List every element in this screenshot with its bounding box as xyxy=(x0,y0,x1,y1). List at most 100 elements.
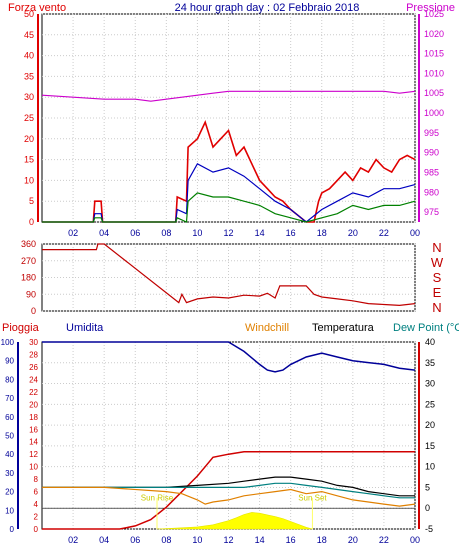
rain-tick-label: 18 xyxy=(29,413,38,422)
humidity-tick-label: 60 xyxy=(5,413,14,422)
x-tick-label: 10 xyxy=(192,535,202,545)
rain-tick-label: 26 xyxy=(29,363,38,372)
direction-letter: N xyxy=(432,300,441,315)
x-tick-label: 20 xyxy=(348,535,358,545)
humidity-tick-label: 80 xyxy=(5,375,14,384)
pressure-tick-label: 985 xyxy=(424,167,439,177)
temp-tick-label: 20 xyxy=(425,420,435,430)
direction-series-line xyxy=(42,243,416,307)
x-tick-label: 00 xyxy=(410,228,420,238)
rain-tick-label: 4 xyxy=(34,500,39,509)
x-tick-label: 20 xyxy=(348,228,358,238)
x-tick-label: 06 xyxy=(130,535,140,545)
windchill-label: Windchill xyxy=(245,322,289,334)
wind-tick-label: 0 xyxy=(29,217,34,227)
wind-tick-label: 10 xyxy=(24,175,34,185)
temp-tick-label: 15 xyxy=(425,441,435,451)
direction-letter: W xyxy=(431,255,444,270)
x-tick-label: 02 xyxy=(68,535,78,545)
rain-tick-label: 0 xyxy=(34,525,39,534)
dewpoint-series-line xyxy=(42,482,415,499)
temp-tick-label: 40 xyxy=(425,337,435,347)
rain-series-line xyxy=(42,450,415,530)
x-tick-label: 14 xyxy=(255,535,265,545)
pressure-tick-label: 1020 xyxy=(424,29,444,39)
x-tick-label: 22 xyxy=(379,228,389,238)
wind-tick-label: 20 xyxy=(24,134,34,144)
temp-tick-label: 25 xyxy=(425,399,435,409)
direction-tick-label: 360 xyxy=(21,239,36,249)
humidity-tick-label: 50 xyxy=(5,432,14,441)
direction-letter: S xyxy=(433,270,442,285)
temp-tick-label: 10 xyxy=(425,462,435,472)
wind-tick-label: 50 xyxy=(24,9,34,19)
pressure-axis-title: Pressione xyxy=(406,2,455,14)
pressure-tick-label: 975 xyxy=(424,207,439,217)
x-tick-label: 12 xyxy=(223,535,233,545)
rain-tick-label: 28 xyxy=(29,350,38,359)
x-tick-label: 00 xyxy=(410,535,420,545)
humidity-tick-label: 20 xyxy=(5,488,14,497)
humidity-tick-label: 100 xyxy=(1,338,15,347)
sun-annotation: Sun Set xyxy=(298,494,327,503)
x-tick-label: 06 xyxy=(130,228,140,238)
chart-title: 24 hour graph day : 02 Febbraio 2018 xyxy=(175,2,360,14)
temperature-label: Temperatura xyxy=(312,322,375,334)
pressure-tick-label: 1025 xyxy=(424,9,444,19)
wind-tick-label: 45 xyxy=(24,30,34,40)
sun-annotation: Sun Rise xyxy=(141,494,174,503)
x-tick-label: 18 xyxy=(317,228,327,238)
temperature-series-line xyxy=(42,476,415,497)
humidity-series-line xyxy=(42,341,416,373)
pressure-tick-label: 995 xyxy=(424,128,439,138)
pressure-tick-label: 1000 xyxy=(424,108,444,118)
x-tick-label: 04 xyxy=(99,535,109,545)
temp-tick-label: 5 xyxy=(425,482,430,492)
direction-tick-label: 0 xyxy=(31,306,36,316)
pressure-tick-label: 990 xyxy=(424,148,439,158)
direction-letter: E xyxy=(433,285,442,300)
rain-tick-label: 14 xyxy=(29,438,38,447)
wind-tick-label: 5 xyxy=(29,196,34,206)
wind-axis-title: Forza vento xyxy=(8,2,66,14)
rain-label: Pioggia xyxy=(2,322,40,334)
solar-series-area xyxy=(156,512,313,530)
x-tick-label: 16 xyxy=(286,535,296,545)
humidity-tick-label: 70 xyxy=(5,394,14,403)
min-series-line xyxy=(42,192,416,223)
rain-tick-label: 20 xyxy=(29,400,38,409)
direction-tick-label: 90 xyxy=(26,289,36,299)
humidity-tick-label: 0 xyxy=(10,525,15,534)
wind-tick-label: 40 xyxy=(24,51,34,61)
rain-tick-label: 10 xyxy=(29,463,38,472)
direction-tick-label: 180 xyxy=(21,273,36,283)
rain-tick-label: 16 xyxy=(29,425,38,434)
wind-tick-label: 25 xyxy=(24,113,34,123)
dewpoint-label: Dew Point (°C xyxy=(393,322,459,334)
x-tick-label: 04 xyxy=(99,228,109,238)
x-tick-label: 14 xyxy=(255,228,265,238)
humidity-label: Umidita xyxy=(66,322,104,334)
wind-tick-label: 30 xyxy=(24,92,34,102)
rain-tick-label: 6 xyxy=(34,488,39,497)
x-tick-label: 08 xyxy=(161,228,171,238)
x-tick-label: 16 xyxy=(286,228,296,238)
x-tick-label: 22 xyxy=(379,535,389,545)
rain-tick-label: 2 xyxy=(34,513,39,522)
pressure-tick-label: 980 xyxy=(424,187,439,197)
direction-letter: N xyxy=(432,240,441,255)
pressure-tick-label: 1010 xyxy=(424,68,444,78)
humidity-tick-label: 40 xyxy=(5,450,14,459)
humidity-tick-label: 30 xyxy=(5,469,14,478)
temp-tick-label: 35 xyxy=(425,358,435,368)
rain-tick-label: 12 xyxy=(29,450,38,459)
pressure-tick-label: 1015 xyxy=(424,49,444,59)
humidity-tick-label: 10 xyxy=(5,506,14,515)
wind-tick-label: 35 xyxy=(24,71,34,81)
temp-tick-label: -5 xyxy=(425,524,433,534)
temp-tick-label: 0 xyxy=(425,503,430,513)
rain-tick-label: 8 xyxy=(34,475,39,484)
x-tick-label: 12 xyxy=(223,228,233,238)
x-tick-label: 10 xyxy=(192,228,202,238)
